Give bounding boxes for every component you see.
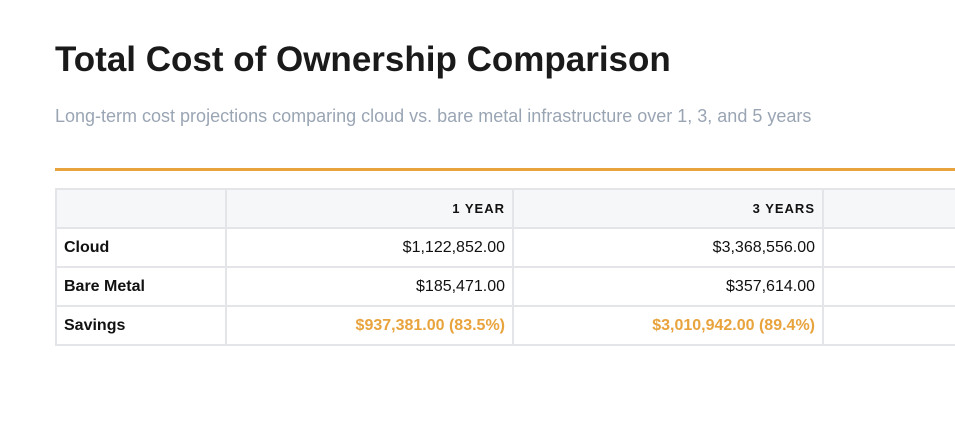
title: Total Cost of Ownership Comparison [55,40,671,79]
row-label: Bare Metal [55,266,227,307]
cell: $3,368,556.00 [512,227,824,268]
table-row: Cloud $1,122,852.00 $3,368,556.00 [55,227,955,268]
corner-cell [55,188,227,229]
table-row: Savings $937,381.00 (83.5%) $3,010,942.00 … [55,305,955,346]
cell: $357,614.00 [512,266,824,307]
cell: $185,471.00 [225,266,514,307]
column-header [822,188,955,229]
table-row: Bare Metal $185,471.00 $357,614.00 [55,266,955,307]
table-container: 1 YEAR 3 YEARS Cloud $1,122,852.00 $3,368,5… [55,188,955,346]
header-row: 1 YEAR 3 YEARS [55,188,955,229]
column-header: 3 YEARS [512,188,824,229]
cell [822,305,955,346]
cell: $1,122,852.00 [225,227,514,268]
cell: $3,010,942.00 (89.4%) [512,305,824,346]
tco-table: 1 YEAR 3 YEARS Cloud $1,122,852.00 $3,368,5… [55,188,955,346]
divider [55,168,955,171]
column-header: 1 YEAR [225,188,514,229]
cell [822,266,955,307]
subtitle: Long-term cost projections comparing clo… [55,106,812,126]
row-label: Savings [55,305,227,346]
row-label: Cloud [55,227,227,268]
cell [822,227,955,268]
cell: $937,381.00 (83.5%) [225,305,514,346]
